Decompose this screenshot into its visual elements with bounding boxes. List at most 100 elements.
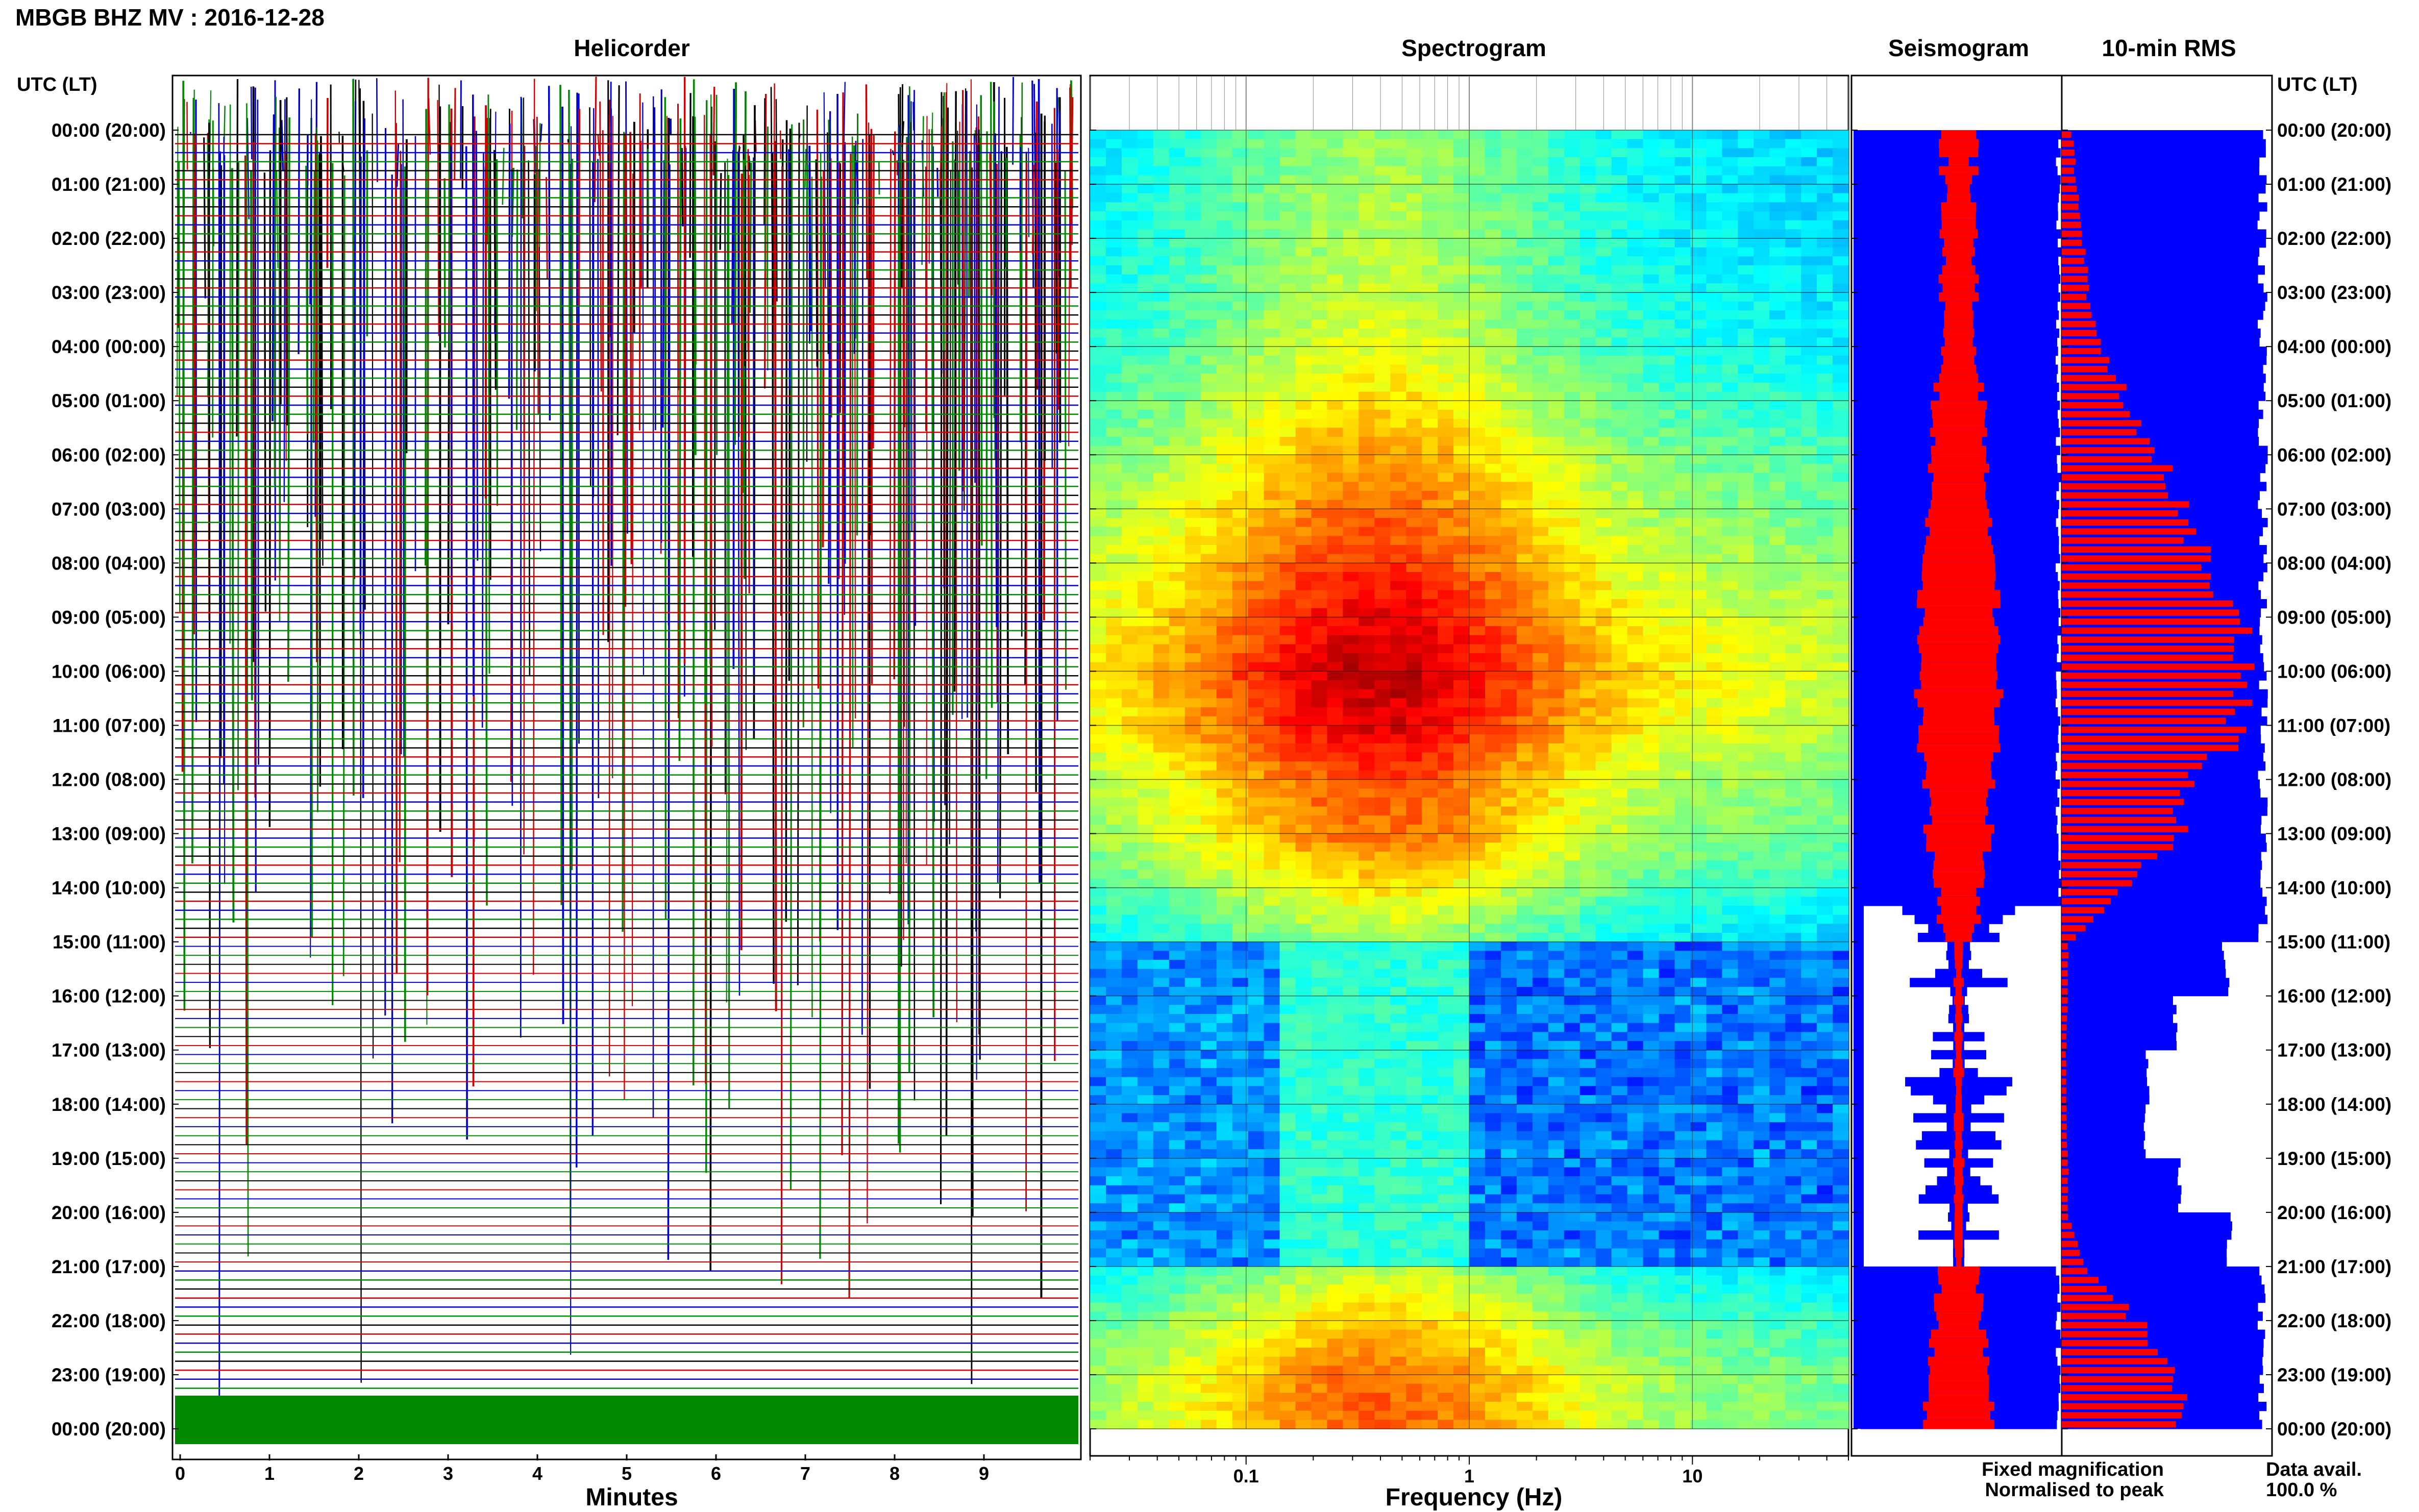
spectrogram-cell [1216,229,1233,239]
spectrogram-cell [1121,554,1138,563]
spectrogram-cell [1500,860,1517,870]
spectrogram-cell [1469,851,1486,861]
spectrogram-cell [1611,517,1628,528]
spectrogram-cell [1295,635,1312,645]
spectrogram-cell [1674,544,1691,555]
spectrogram-cell [1248,247,1265,257]
spectrogram-cell [1548,463,1565,474]
spectrogram-cell [1722,193,1738,203]
spectrogram-cell [1690,139,1707,148]
spectrogram-cell [1595,797,1612,807]
spectrogram-cell [1611,770,1628,780]
spectrogram-cell [1643,473,1660,482]
spectrogram-cell [1406,193,1422,203]
spectrogram-cell [1153,544,1170,555]
spectrogram-cell [1453,509,1470,518]
spectrogram-cell [1532,527,1549,536]
spectrogram-cell [1754,662,1770,672]
spectrogram-cell [1579,455,1596,464]
spectrogram-cell [1422,283,1438,293]
spectrogram-cell [1153,554,1170,563]
spectrogram-cell [1374,878,1391,888]
spectrogram-cell [1090,536,1106,546]
spectrogram-cell [1579,951,1596,960]
spectrogram-cell [1216,644,1233,654]
spectrogram-cell [1500,409,1517,419]
spectrogram-cell [1359,644,1375,654]
spectrogram-cell [1738,374,1754,383]
spectrogram-cell [1627,328,1644,338]
spectrogram-cell [1706,292,1722,302]
spectrogram-cell [1516,905,1533,915]
spectrogram-cell [1279,319,1296,329]
spectrogram-cell [1706,157,1722,167]
helicorder-trace [246,103,249,1257]
spectrogram-cell [1232,175,1249,185]
spectrogram-cell [1516,455,1533,464]
spectrogram-cell [1690,590,1707,600]
spectrogram-cell [1422,139,1438,148]
spectrogram-cell [1690,653,1707,663]
spectrogram-cell [1264,482,1280,491]
spectrogram-cell [1627,924,1644,933]
spectrogram-cell [1343,824,1359,834]
spectrogram-cell [1169,374,1186,383]
spectrogram-cell [1422,734,1438,744]
spectrogram-cell [1090,554,1106,563]
spectrogram-cell [1137,130,1154,140]
spectrogram-cell [1216,932,1233,943]
spectrogram-cell [1643,401,1660,410]
spectrogram-cell [1706,671,1722,681]
spectrogram-cell [1374,734,1391,744]
spectrogram-cell [1500,184,1517,194]
spectrogram-cell [1121,761,1138,771]
spectrogram-cell [1390,283,1406,293]
spectrogram-cell [1548,671,1565,681]
spectrogram-cell [1406,328,1422,338]
spectrogram-cell [1485,184,1501,194]
spectrogram-cell [1374,436,1391,447]
spectrogram-cell [1485,409,1501,419]
spectrogram-cell [1785,572,1801,582]
spectrogram-cell [1453,418,1470,428]
spectrogram-cell [1722,455,1738,464]
spectrogram-cell [1390,382,1406,392]
spectrogram-cell [1327,626,1343,636]
spectrogram-cell [1722,914,1738,924]
spectrogram-cell [1611,265,1628,275]
helicorder-trace [993,101,996,459]
spectrogram-cell [1785,905,1801,915]
spectrogram-cell [1216,941,1233,951]
spectrogram-cell [1295,202,1312,212]
spectrogram-cell [1453,337,1470,347]
spectrogram-cell [1833,382,1849,392]
spectrogram-cell [1769,788,1786,798]
spectrogram-cell [1690,770,1707,780]
spectrogram-cell [1200,743,1217,753]
spectrogram-cell [1674,202,1691,212]
spectrogram-cell [1785,463,1801,474]
spectrogram-cell [1327,473,1343,482]
spectrogram-cell [1548,283,1565,293]
spectrogram-cell [1532,463,1549,474]
spectrogram-cell [1801,391,1817,401]
spectrogram-cell [1295,563,1312,573]
spectrogram-cell [1248,797,1265,807]
spectrogram-cell [1438,509,1454,518]
spectrogram-cell [1738,644,1754,654]
spectrogram-cell [1643,897,1660,906]
spectrogram-cell [1279,581,1296,590]
spectrogram-cell [1532,409,1549,419]
spectrogram-cell [1690,806,1707,816]
spectrogram-cell [1722,509,1738,518]
spectrogram-cell [1706,193,1722,203]
helicorder-trace [631,173,634,1006]
spectrogram-cell [1659,572,1675,582]
minute-tick-label: 4 [532,1463,542,1484]
spectrogram-cell [1817,184,1833,194]
spectrogram-cell [1295,626,1312,636]
spectrogram-cell [1801,337,1817,347]
spectrogram-cell [1105,500,1122,509]
spectrogram-cell [1248,842,1265,852]
spectrogram-cell [1216,220,1233,230]
